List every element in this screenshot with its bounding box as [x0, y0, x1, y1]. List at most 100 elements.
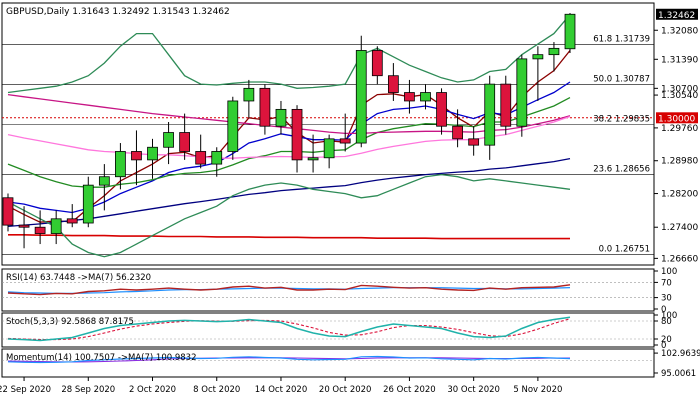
sub-tick-label: 20 — [661, 335, 672, 345]
candle-body-up — [532, 54, 544, 60]
candle — [163, 122, 174, 165]
candle — [323, 134, 335, 169]
stoch-d-line — [7, 318, 571, 341]
overlay-line-7 — [7, 14, 571, 94]
sub-tick-label: 70 — [661, 278, 672, 288]
candle-body-down — [291, 108, 303, 161]
momentum-axis: 102.9639 95.0061 — [2, 349, 700, 379]
sub-tick-label: 102.9639 — [661, 349, 700, 359]
sub-tick-label: 100 — [661, 311, 677, 321]
sub-tick-label: 100 — [661, 267, 677, 277]
candle-body-down — [371, 50, 383, 77]
overlay-line-8 — [7, 173, 571, 258]
candle — [131, 130, 142, 186]
candle — [355, 35, 367, 148]
candle-body-down — [179, 132, 191, 152]
candle — [18, 206, 30, 249]
candle-body-down — [131, 151, 142, 161]
candle — [484, 75, 496, 160]
price-tick-label: 1.28200 — [661, 190, 698, 200]
sub-tick-label: 95.0061 — [661, 369, 696, 379]
overlay-line-3 — [7, 157, 571, 228]
candle — [211, 147, 223, 177]
candle — [532, 46, 544, 101]
candle-body-down — [195, 151, 207, 165]
candle — [291, 105, 303, 173]
candle — [387, 63, 399, 101]
candle — [548, 42, 560, 72]
overlay-line-1 — [7, 81, 571, 214]
date-tick-label: 5 Nov 2020 — [513, 385, 562, 395]
fibonacci-levels: 61.8 1.31739 50.0 1.30787 38.2 1.29835 23.6… — [2, 35, 654, 255]
candle — [98, 164, 110, 211]
date-tick-label: 22 Sep 2020 — [0, 385, 51, 395]
price-tick-label: 1.30540 — [661, 91, 698, 101]
sub-tick-label: 0 — [661, 341, 666, 351]
candle — [2, 193, 14, 232]
fib-level-label: 50.0 1.30787 — [593, 75, 650, 85]
candle — [195, 134, 207, 169]
moving-average-lines — [7, 14, 571, 258]
candle — [420, 84, 431, 110]
candle — [50, 210, 62, 245]
candle-body-down — [468, 138, 480, 146]
candle — [34, 210, 46, 245]
candle — [500, 75, 512, 135]
fib-level-label: 61.8 1.31739 — [593, 35, 650, 45]
marked-level-label: 1.30000 — [658, 114, 695, 124]
candle-body-down — [34, 226, 46, 234]
candle-body-down — [500, 83, 512, 127]
fib-level-label: 23.6 1.28656 — [593, 164, 650, 174]
momentum-header: Momentum(14) 100.7507 ->MA(7) 100.9832 — [6, 353, 196, 363]
candle-body-up — [275, 108, 287, 127]
candle — [227, 96, 239, 160]
candle-body-up — [564, 13, 576, 50]
candle-body-down — [2, 197, 14, 226]
price-tick-label: 1.28980 — [661, 157, 698, 167]
date-tick-label: 28 Sep 2020 — [61, 385, 115, 395]
price-tick-label: 1.30700 — [661, 84, 698, 94]
price-tick-label: 1.31390 — [661, 55, 698, 65]
candle — [339, 113, 351, 152]
candle — [179, 113, 191, 160]
candle-body-down — [18, 224, 30, 228]
momentum-lines — [7, 355, 571, 364]
candle-body-up — [98, 176, 110, 186]
overlay-line-5 — [7, 93, 571, 135]
overlay-line-0 — [7, 50, 571, 223]
candle-body-down — [452, 125, 463, 140]
candle-body-up — [82, 184, 94, 224]
candle-body-down — [66, 218, 78, 224]
candle — [243, 79, 255, 118]
last-price-label: 1.32462 — [658, 11, 695, 21]
rsi-lines — [7, 284, 571, 296]
fib-level-label: 38.2 1.29835 — [593, 115, 650, 125]
candle — [404, 79, 415, 114]
date-tick-label: 2 Oct 2020 — [129, 385, 176, 395]
candle-body-down — [339, 138, 351, 144]
candle-body-down — [387, 75, 399, 93]
candle — [436, 88, 447, 135]
rsi-line — [7, 284, 571, 296]
symbol-header: GBPUSD,Daily 1.31643 1.32492 1.31543 1.3… — [6, 7, 230, 17]
candlesticks — [2, 12, 576, 249]
date-tick-label: 20 Oct 2020 — [319, 385, 372, 395]
date-tick-label: 30 Oct 2020 — [447, 385, 500, 395]
rsi-header: RSI(14) 63.7448 ->MA(7) 56.2320 — [6, 273, 151, 283]
price-tick-label: 1.27400 — [661, 223, 698, 233]
overlay-line-4 — [8, 234, 570, 240]
stoch-header: Stoch(5,3,3) 92.5868 87.8175 — [6, 317, 134, 327]
candle — [307, 134, 319, 173]
candle-body-down — [436, 92, 447, 127]
candle-body-up — [323, 138, 335, 159]
candle-body-up — [355, 50, 367, 144]
stoch-lines — [7, 316, 571, 342]
price-tick-label: 1.26660 — [661, 254, 698, 264]
candle-body-up — [147, 146, 158, 161]
last-price-marker: 1.32462 — [656, 8, 698, 21]
date-tick-label: 14 Oct 2020 — [255, 385, 308, 395]
